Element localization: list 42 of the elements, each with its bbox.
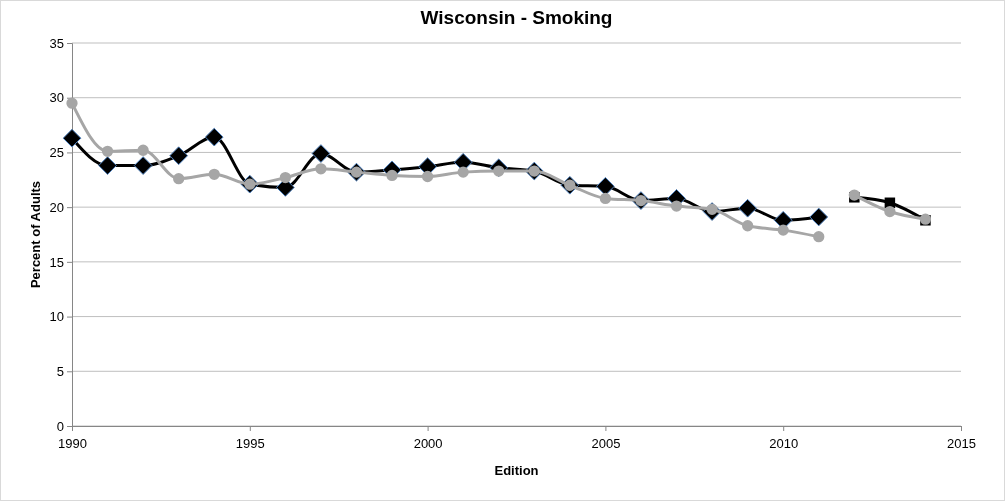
- point: [62, 128, 82, 148]
- y-tick-label: 25: [49, 145, 64, 161]
- x-axis-title: Edition: [494, 463, 539, 478]
- point: [884, 205, 896, 218]
- point: [742, 220, 754, 232]
- point: [777, 224, 789, 236]
- point: [208, 168, 220, 180]
- point: [670, 200, 683, 212]
- point: [66, 97, 78, 109]
- x-tick-label: 2015: [947, 436, 976, 452]
- y-tick-label: 5: [56, 363, 64, 379]
- point: [315, 163, 327, 175]
- point: [599, 192, 612, 205]
- point: [813, 231, 825, 243]
- chart-title: Wisconsin - Smoking: [420, 7, 613, 28]
- point: [809, 207, 829, 227]
- x-tick-label: 2010: [769, 436, 799, 452]
- point: [457, 166, 469, 178]
- x-tick-label: 1990: [58, 436, 87, 452]
- y-tick-label: 30: [49, 90, 64, 106]
- point: [596, 176, 615, 196]
- x-tick-label: 2000: [413, 436, 443, 452]
- y-axis-title: Percent of Adults: [28, 180, 43, 289]
- point: [279, 171, 291, 184]
- point: [738, 198, 757, 218]
- point: [311, 144, 331, 163]
- point: [98, 156, 117, 175]
- point: [169, 146, 189, 166]
- y-tick-label: 20: [49, 199, 64, 215]
- y-tick-label: 10: [49, 309, 64, 325]
- x-tick-label: 1995: [235, 436, 265, 452]
- y-tick-label: 0: [56, 418, 64, 434]
- point: [101, 145, 114, 157]
- point: [204, 127, 224, 147]
- x-tick-label: 2005: [591, 436, 621, 452]
- point: [133, 156, 153, 175]
- y-tick-label: 15: [49, 254, 64, 270]
- point: [386, 169, 398, 182]
- y-tick-label: 35: [49, 35, 64, 51]
- point: [137, 144, 149, 156]
- point: [173, 173, 185, 185]
- point: [421, 170, 434, 183]
